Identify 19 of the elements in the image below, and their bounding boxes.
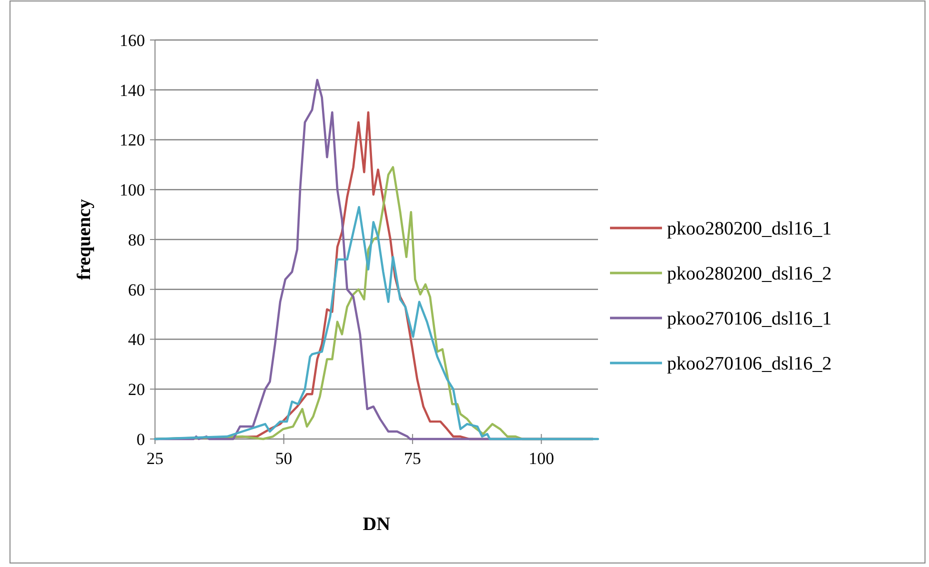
legend-label: pkoo280200_dsl16_1 [667,218,832,240]
y-tick-label: 40 [128,330,145,350]
y-axis-title: frequency [74,198,95,280]
x-tick-label: 100 [528,449,554,468]
y-tick-label: 120 [120,130,145,150]
legend-label: pkoo280200_dsl16_2 [667,264,832,285]
x-tick-label: 25 [146,449,164,468]
y-tick-label: 140 [120,80,145,100]
legend-label: pkoo270106_dsl16_1 [667,308,832,330]
y-tick-label: 100 [120,180,145,200]
y-tick-label: 0 [136,430,145,449]
y-tick-label: 80 [128,230,145,250]
legend-label: pkoo270106_dsl16_2 [667,354,832,375]
x-tick-label: 75 [404,449,422,468]
y-tick-label: 20 [128,380,145,400]
x-tick-label: 50 [275,449,292,468]
y-tick-label: 60 [128,280,145,300]
y-tick-label: 160 [120,30,145,50]
x-axis-title: DN [362,514,390,535]
